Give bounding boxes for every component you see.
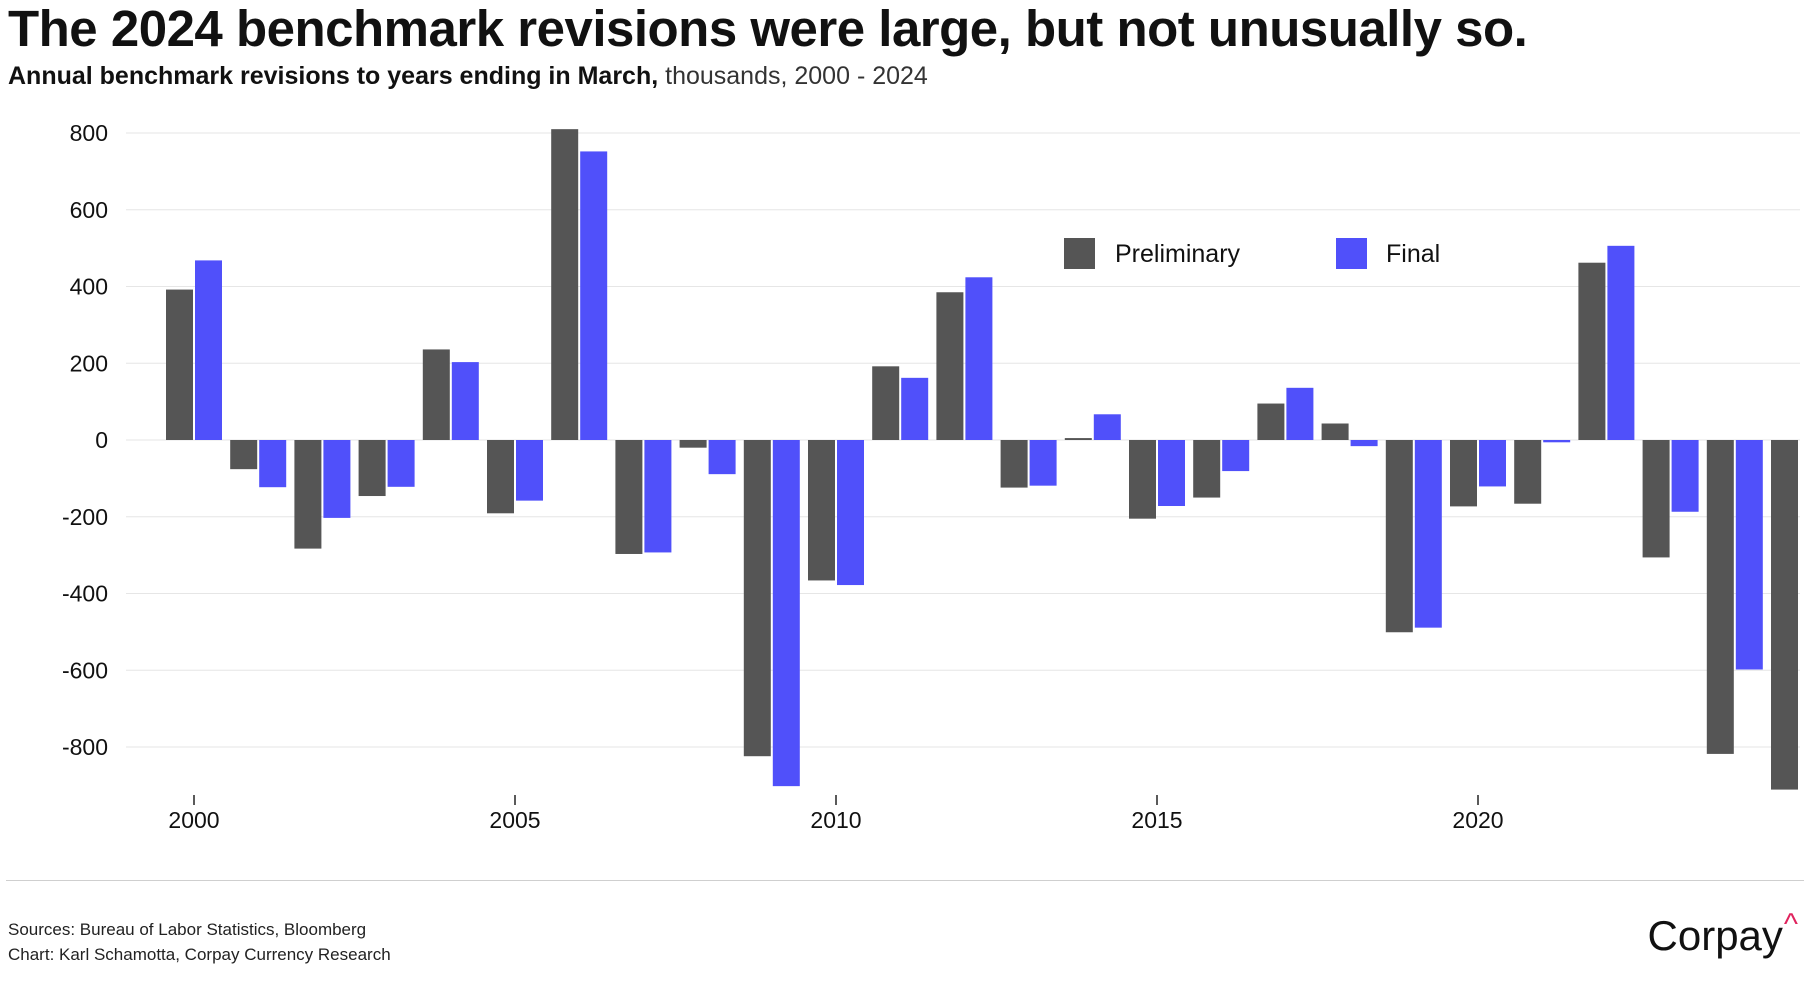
bar-preliminary [1193,440,1221,498]
bar-preliminary [872,366,900,440]
bar-preliminary [1000,440,1028,488]
bar-preliminary [1706,440,1734,754]
bar-preliminary [1642,440,1670,558]
y-tick-label: -800 [62,734,108,760]
bar-preliminary [358,440,386,497]
bar-final [837,440,864,586]
bar-final [1414,440,1442,628]
bar-preliminary [679,440,707,448]
bar-preliminary [551,129,579,440]
bar-preliminary [1129,440,1156,519]
legend-label-final: Final [1386,240,1440,268]
bar-preliminary [166,289,193,440]
bar-preliminary [230,440,258,470]
chart-title: The 2024 benchmark revisions were large,… [8,0,1528,57]
bar-final [1093,414,1121,440]
bar-preliminary [487,440,514,514]
bar-preliminary [1450,440,1477,507]
bar-final [965,277,993,440]
bar-final [1543,440,1571,443]
chart-subtitle: Annual benchmark revisions to years endi… [8,60,928,92]
bar-final [644,440,672,553]
bar-final [1029,440,1057,486]
x-tick-label: 2015 [1131,807,1182,833]
bar-preliminary [1321,423,1349,440]
bar-final [516,440,543,501]
legend: Preliminary Final [1064,238,1440,269]
bar-preliminary [936,292,964,440]
bar-final [1286,387,1314,440]
bar-preliminary [1257,403,1285,440]
bar-preliminary [1771,440,1798,790]
bar-preliminary [294,440,322,549]
bar-preliminary [743,440,771,757]
bar-final [1158,440,1185,507]
footer-sources: Sources: Bureau of Labor Statistics, Blo… [8,917,391,967]
logo-text: Corpay [1647,912,1783,959]
bar-preliminary [615,440,643,554]
bar-preliminary [1064,438,1092,440]
bar-final [1607,245,1635,440]
bar-final [387,440,415,487]
bar-final [1350,440,1378,447]
x-tick-label: 2005 [489,807,540,833]
corpay-logo[interactable]: Corpay^ [1647,908,1798,960]
y-tick-label: -400 [62,581,108,607]
chart-credit-text: Chart: Karl Schamotta, Corpay Currency R… [8,945,391,964]
y-tick-label: -600 [62,657,108,683]
x-tick-label: 2010 [810,807,861,833]
x-tick-label: 2020 [1452,807,1503,833]
bar-final [451,362,479,440]
bar-final [1735,440,1763,670]
sources-text: Sources: Bureau of Labor Statistics, Blo… [8,920,367,939]
bar-final [323,440,351,518]
y-tick-label: 800 [70,120,108,146]
y-tick-label: 200 [70,350,108,376]
footer-divider [6,880,1804,881]
logo-caret-mark: ^ [1783,908,1798,941]
y-tick-label: 0 [95,427,108,453]
legend-swatch-preliminary [1064,238,1095,269]
bar-final [708,440,736,475]
bar-final [580,151,608,441]
bar-final [901,377,929,440]
y-tick-label: -200 [62,504,108,530]
bar-final [195,260,222,440]
bar-final [1479,440,1506,487]
legend-label-preliminary: Preliminary [1115,240,1241,268]
bar-preliminary [422,349,450,440]
y-tick-label: 400 [70,274,108,300]
bar-final [1671,440,1699,512]
subtitle-light: thousands, 2000 - 2024 [658,62,928,90]
bar-final [1222,440,1250,472]
bars [166,129,1798,790]
bar-final [772,440,800,787]
y-axis-ticks: 800 600 400 200 0 -200 -400 -600 -800 [62,120,108,760]
legend-swatch-final [1336,238,1367,269]
x-tick-label: 2000 [168,807,219,833]
bar-preliminary [808,440,835,581]
bar-preliminary [1385,440,1413,633]
bar-preliminary [1514,440,1542,504]
bar-preliminary [1578,262,1606,440]
x-axis-ticks: 2000 2005 2010 2015 2020 [168,795,1504,833]
subtitle-bold: Annual benchmark revisions to years endi… [8,62,659,90]
y-tick-label: 600 [70,197,108,223]
bar-final [259,440,287,488]
